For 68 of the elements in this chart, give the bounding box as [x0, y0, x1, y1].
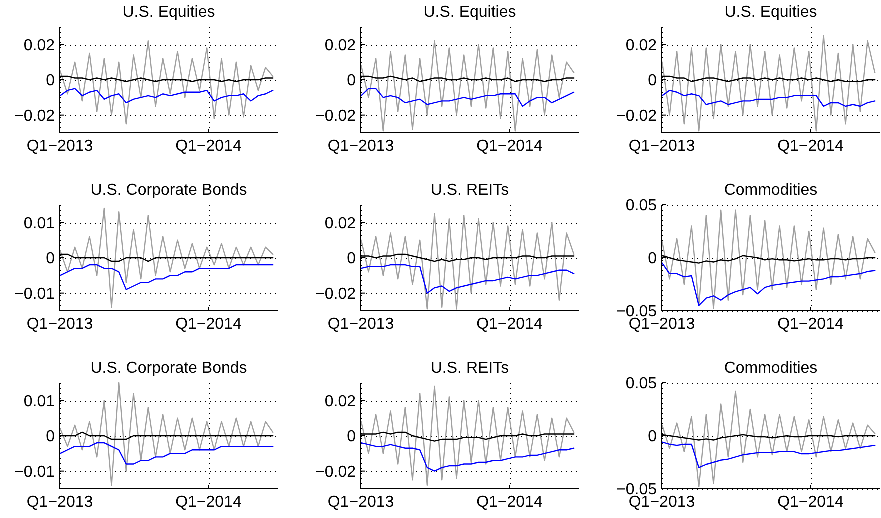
line-series — [360, 442, 575, 472]
x-tick-label: Q1−2013 — [628, 138, 696, 155]
y-tick-label: 0 — [648, 428, 658, 446]
chart-title: U.S. Equities — [122, 4, 216, 21]
line-series — [662, 210, 876, 310]
x-tick-label: Q1−2014 — [778, 138, 844, 155]
y-tick-label: 0.02 — [324, 393, 356, 410]
y-tick-label: 0 — [46, 250, 56, 268]
y-tick-label: −0.02 — [316, 464, 356, 481]
x-tick-label: Q1−2013 — [328, 138, 394, 155]
chart-title: U.S. REITs — [430, 360, 510, 377]
line-series — [360, 40, 575, 132]
chart-title: U.S. Equities — [724, 4, 818, 21]
chart-title: U.S. REITs — [430, 182, 510, 199]
chart-title: U.S. Corporate Bonds — [90, 182, 248, 199]
y-tick-label: 0 — [648, 250, 658, 268]
x-tick-label: Q1−2013 — [26, 494, 94, 511]
line-series — [662, 262, 876, 306]
line-series — [60, 208, 274, 308]
x-tick-label: Q1−2013 — [328, 494, 394, 511]
y-tick-label: −0.02 — [316, 286, 356, 303]
y-tick-label: 0 — [347, 72, 356, 90]
y-tick-label: −0.02 — [316, 108, 356, 125]
x-tick-label: Q1−2014 — [778, 494, 844, 511]
y-tick-label: 0.01 — [24, 215, 56, 232]
y-tick-label: 0.02 — [324, 37, 356, 54]
y-tick-label: −0.01 — [14, 286, 56, 303]
x-tick-label: Q1−2014 — [476, 316, 543, 333]
line-series — [662, 35, 876, 132]
x-tick-label: Q1−2014 — [476, 138, 543, 155]
line-series — [662, 90, 876, 108]
line-series — [60, 442, 274, 465]
line-series — [60, 264, 274, 290]
chart-title: U.S. Corporate Bonds — [90, 360, 248, 377]
y-tick-label: 0.05 — [626, 376, 658, 393]
y-tick-label: 0 — [46, 72, 56, 90]
chart-title: U.S. Equities — [424, 4, 516, 21]
x-tick-label: Q1−2013 — [26, 316, 94, 333]
line-series — [360, 264, 575, 294]
x-tick-label: Q1−2014 — [176, 494, 242, 511]
y-tick-label: 0 — [347, 250, 356, 268]
line-series — [360, 213, 575, 310]
x-tick-label: Q1−2014 — [176, 138, 242, 155]
line-series — [662, 442, 876, 468]
line-series — [662, 390, 876, 488]
y-tick-label: 0.02 — [626, 37, 658, 54]
y-tick-label: 0 — [347, 428, 356, 446]
x-tick-label: Q1−2013 — [26, 138, 94, 155]
x-tick-label: Q1−2013 — [328, 316, 394, 333]
y-tick-label: 0.01 — [24, 393, 56, 410]
line-series — [60, 40, 274, 125]
line-series — [60, 88, 274, 104]
y-tick-label: −0.02 — [616, 108, 658, 125]
x-tick-label: Q1−2014 — [176, 316, 242, 333]
y-tick-label: 0.02 — [24, 37, 56, 54]
line-series — [60, 382, 274, 486]
x-tick-label: Q1−2014 — [476, 494, 543, 511]
y-tick-label: 0 — [46, 428, 56, 446]
line-series — [360, 88, 575, 108]
x-tick-label: Q1−2014 — [778, 316, 844, 333]
chart-title: Commodities — [724, 360, 818, 377]
line-series — [360, 386, 575, 486]
y-tick-label: 0.02 — [324, 215, 356, 232]
y-tick-label: 0 — [648, 72, 658, 90]
y-tick-label: 0.05 — [626, 198, 658, 215]
y-tick-label: −0.01 — [14, 464, 56, 481]
y-tick-label: −0.02 — [14, 108, 56, 125]
chart-title: Commodities — [724, 182, 818, 199]
